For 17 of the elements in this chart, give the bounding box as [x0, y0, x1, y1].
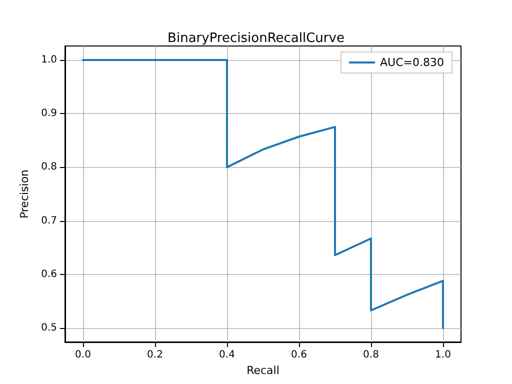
y-axis-title: Precision	[18, 169, 32, 219]
x-tick-label: 0.8	[363, 350, 379, 360]
chart-title: BinaryPrecisionRecallCurve	[168, 31, 344, 46]
x-tick-label: 0.6	[291, 350, 307, 360]
legend-label: AUC=0.830	[380, 56, 444, 69]
y-tick-label: 0.8	[41, 162, 57, 173]
x-axis-title: Recall	[246, 364, 280, 377]
line-series	[82, 58, 444, 330]
y-tick-label: 0.5	[41, 322, 57, 334]
x-tick-label: 1.0	[435, 350, 451, 360]
x-tick-label: 0.4	[219, 350, 235, 360]
y-tick-label: 1.0	[41, 54, 57, 66]
x-tick-label: 0.2	[147, 350, 163, 360]
x-tick-label: 0.0	[75, 350, 91, 360]
y-tick-label: 0.6	[41, 268, 57, 280]
y-tick-label: 0.9	[41, 108, 57, 120]
y-tick-label: 0.7	[41, 215, 57, 226]
